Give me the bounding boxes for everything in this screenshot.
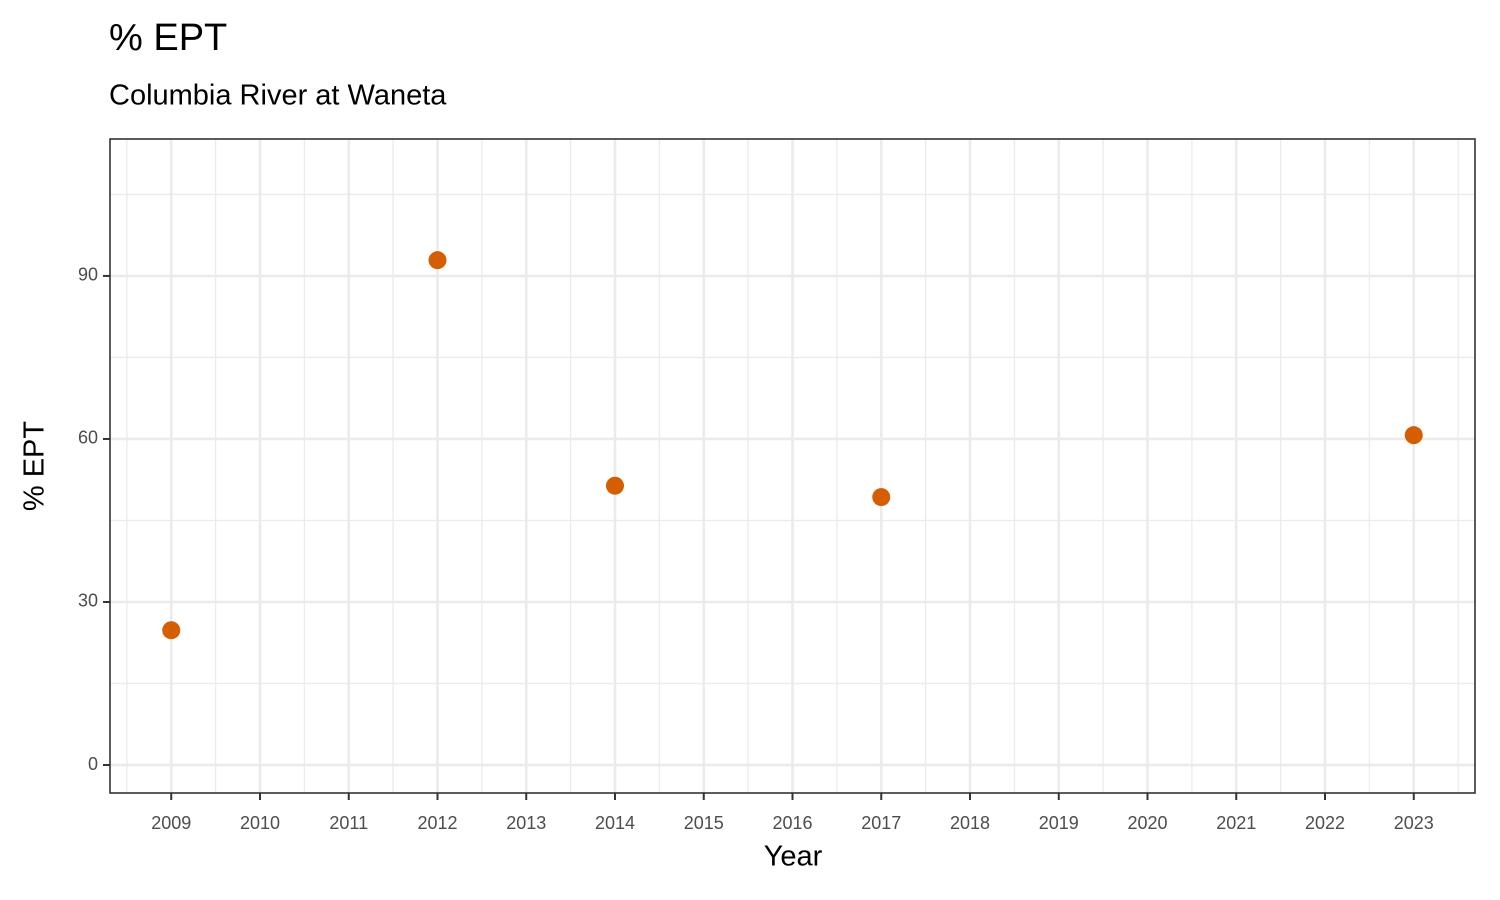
x-tick-label: 2015 [684,813,724,833]
x-tick-label: 2023 [1394,813,1434,833]
x-tick-label: 2018 [950,813,990,833]
x-tick-label: 2021 [1216,813,1256,833]
x-tick-label: 2022 [1305,813,1345,833]
y-tick-label: 0 [88,754,98,774]
point [605,476,624,495]
chart-title: % EPT [109,17,227,59]
y-tick-label: 90 [78,265,98,285]
point [428,251,447,270]
point [162,621,181,640]
x-tick-label: 2019 [1039,813,1079,833]
x-tick-label: 2012 [417,813,457,833]
point [1404,426,1423,445]
y-axis-title: % EPT [19,421,51,512]
x-tick-label: 2009 [151,813,191,833]
y-tick-label: 60 [78,428,98,448]
x-tick-label: 2014 [595,813,635,833]
x-axis-title: Year [764,841,823,873]
chart-subtitle: Columbia River at Waneta [109,80,447,112]
x-tick-label: 2010 [240,813,280,833]
x-tick-label: 2011 [329,813,368,833]
x-tick-label: 2016 [772,813,812,833]
y-tick-label: 30 [78,591,98,611]
point [872,488,891,507]
panel-border [109,138,1476,794]
x-tick-label: 2020 [1127,813,1167,833]
x-tick-label: 2017 [861,813,901,833]
x-tick-label: 2013 [506,813,546,833]
